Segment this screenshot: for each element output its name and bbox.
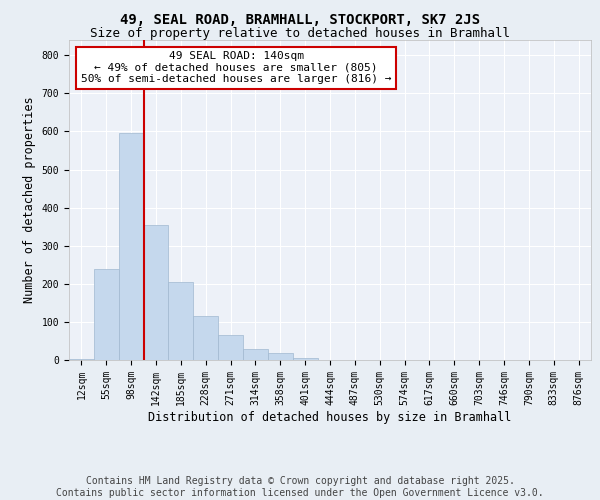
Text: Contains HM Land Registry data © Crown copyright and database right 2025.
Contai: Contains HM Land Registry data © Crown c…	[56, 476, 544, 498]
Bar	[169, 282, 193, 360]
Bar	[69, 359, 94, 360]
Bar	[143, 225, 169, 360]
Text: 49 SEAL ROAD: 140sqm
← 49% of detached houses are smaller (805)
50% of semi-deta: 49 SEAL ROAD: 140sqm ← 49% of detached h…	[81, 51, 391, 84]
Bar	[268, 353, 293, 360]
Y-axis label: Number of detached properties: Number of detached properties	[23, 96, 36, 304]
Bar	[243, 348, 268, 360]
Bar	[94, 270, 119, 360]
X-axis label: Distribution of detached houses by size in Bramhall: Distribution of detached houses by size …	[148, 410, 512, 424]
Bar	[218, 335, 243, 360]
Text: Size of property relative to detached houses in Bramhall: Size of property relative to detached ho…	[90, 28, 510, 40]
Bar	[293, 358, 317, 360]
Bar	[193, 316, 218, 360]
Text: 49, SEAL ROAD, BRAMHALL, STOCKPORT, SK7 2JS: 49, SEAL ROAD, BRAMHALL, STOCKPORT, SK7 …	[120, 12, 480, 26]
Bar	[119, 134, 143, 360]
